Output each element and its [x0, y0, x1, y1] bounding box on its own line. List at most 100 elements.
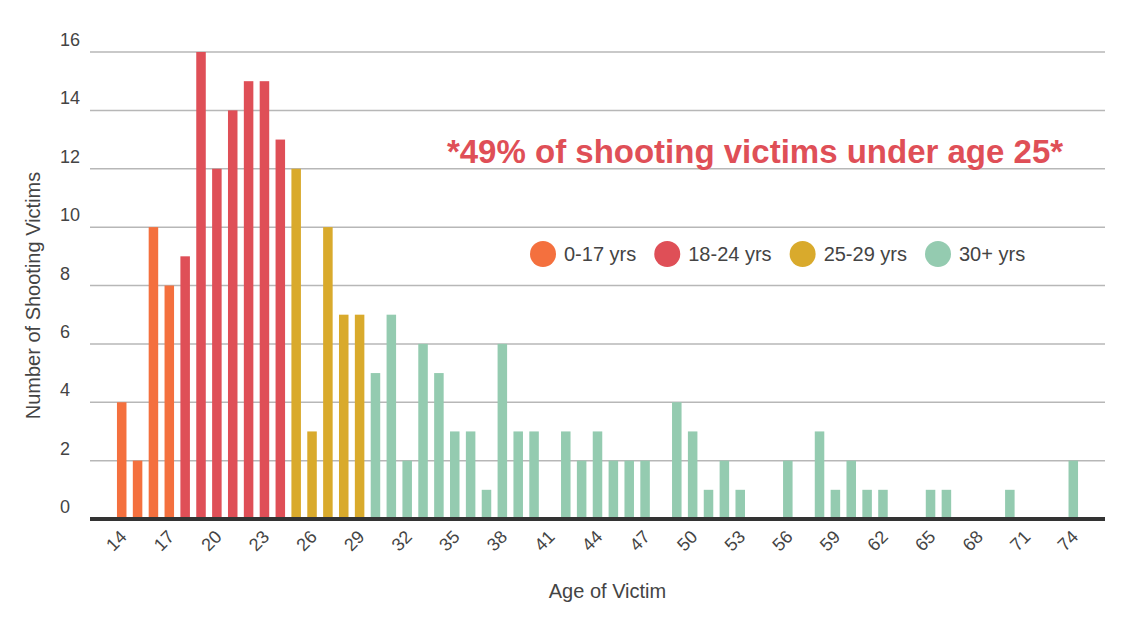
- bar: [593, 431, 603, 519]
- x-tick-label: 23: [245, 527, 273, 555]
- y-tick-label: 16: [60, 30, 80, 50]
- y-tick-label: 4: [60, 380, 70, 400]
- bar: [878, 490, 888, 519]
- grid-line: [90, 110, 1105, 112]
- bar: [276, 140, 286, 519]
- legend-swatch: [654, 241, 680, 267]
- x-tick-label: 53: [721, 527, 749, 555]
- bar: [323, 227, 333, 519]
- y-tick-label: 6: [60, 322, 70, 342]
- grid-line: [90, 285, 1105, 287]
- bar: [482, 490, 492, 519]
- chart: 0246810121416141720232629323538414447505…: [0, 0, 1140, 641]
- x-tick-label: 38: [483, 527, 511, 555]
- y-tick-label: 12: [60, 147, 80, 167]
- annotation: *49% of shooting victims under age 25*: [447, 133, 1063, 170]
- x-tick-label: 29: [340, 527, 368, 555]
- x-tick-label: 59: [816, 527, 844, 555]
- x-tick-label: 35: [435, 527, 463, 555]
- bar: [942, 490, 952, 519]
- x-tick-label: 32: [388, 527, 416, 555]
- bar: [355, 315, 365, 519]
- x-tick-label: 74: [1054, 527, 1082, 555]
- bar: [926, 490, 936, 519]
- x-tick-label: 68: [959, 527, 987, 555]
- y-tick-label: 2: [60, 439, 70, 459]
- bar: [624, 461, 634, 519]
- x-tick-label: 71: [1006, 527, 1034, 555]
- bars: [117, 52, 1078, 519]
- legend-swatch: [925, 241, 951, 267]
- bar: [513, 431, 523, 519]
- bar: [735, 490, 745, 519]
- bar: [704, 490, 714, 519]
- y-tick-label: 10: [60, 205, 80, 225]
- bar: [783, 461, 793, 519]
- bar: [260, 81, 270, 519]
- bar: [117, 402, 127, 519]
- grid-line: [90, 518, 1105, 520]
- grid-line: [90, 51, 1105, 53]
- bar: [577, 461, 587, 519]
- x-tick-label: 17: [150, 527, 178, 555]
- y-tick-label: 0: [60, 497, 70, 517]
- bar: [149, 227, 159, 519]
- bar: [228, 110, 238, 519]
- x-tick-label: 26: [293, 527, 321, 555]
- bar: [688, 431, 698, 519]
- bar: [339, 315, 349, 519]
- x-axis-title: Age of Victim: [549, 580, 666, 602]
- bar: [609, 461, 619, 519]
- x-tick-label: 62: [863, 527, 891, 555]
- x-tick-label: 47: [626, 527, 654, 555]
- bar: [640, 461, 650, 519]
- grid-line: [90, 343, 1105, 345]
- bar: [450, 431, 460, 519]
- bar: [196, 52, 206, 519]
- bar: [466, 431, 476, 519]
- bar: [1069, 461, 1079, 519]
- y-tick-label: 14: [60, 88, 80, 108]
- bar: [133, 461, 143, 519]
- legend-swatch: [530, 241, 556, 267]
- legend-label: 25-29 yrs: [824, 243, 907, 265]
- legend-label: 18-24 yrs: [688, 243, 771, 265]
- grid-line: [90, 402, 1105, 404]
- bar: [180, 256, 190, 519]
- bar: [291, 169, 301, 519]
- grid-line: [90, 226, 1105, 228]
- bar: [387, 315, 397, 519]
- bar: [244, 81, 254, 519]
- y-tick-label: 8: [60, 264, 70, 284]
- legend-label: 30+ yrs: [959, 243, 1025, 265]
- x-tick-label: 50: [673, 527, 701, 555]
- x-tick-label: 56: [768, 527, 796, 555]
- x-tick-label: 41: [530, 527, 558, 555]
- x-tick-label: 14: [102, 527, 130, 555]
- x-tick-label: 20: [197, 527, 225, 555]
- bar: [529, 431, 539, 519]
- x-axis-line: [90, 517, 1105, 521]
- bar: [720, 461, 730, 519]
- bar: [212, 169, 222, 519]
- bar: [402, 461, 412, 519]
- bar: [1005, 490, 1015, 519]
- bar: [561, 431, 571, 519]
- x-tick-label: 44: [578, 527, 606, 555]
- bar: [434, 373, 444, 519]
- bar: [815, 431, 825, 519]
- bar: [418, 344, 428, 519]
- legend-label: 0-17 yrs: [564, 243, 636, 265]
- bar: [371, 373, 381, 519]
- bar: [672, 402, 682, 519]
- bar: [307, 431, 317, 519]
- grid: [90, 52, 1105, 519]
- legend-swatch: [790, 241, 816, 267]
- bar: [846, 461, 856, 519]
- bar: [831, 490, 841, 519]
- x-tick-label: 65: [911, 527, 939, 555]
- y-axis-title: Number of Shooting Victims: [22, 172, 44, 420]
- bar: [498, 344, 508, 519]
- legend: 0-17 yrs 18-24 yrs 25-29 yrs 30+ yrs: [530, 241, 1025, 267]
- bar: [165, 286, 175, 520]
